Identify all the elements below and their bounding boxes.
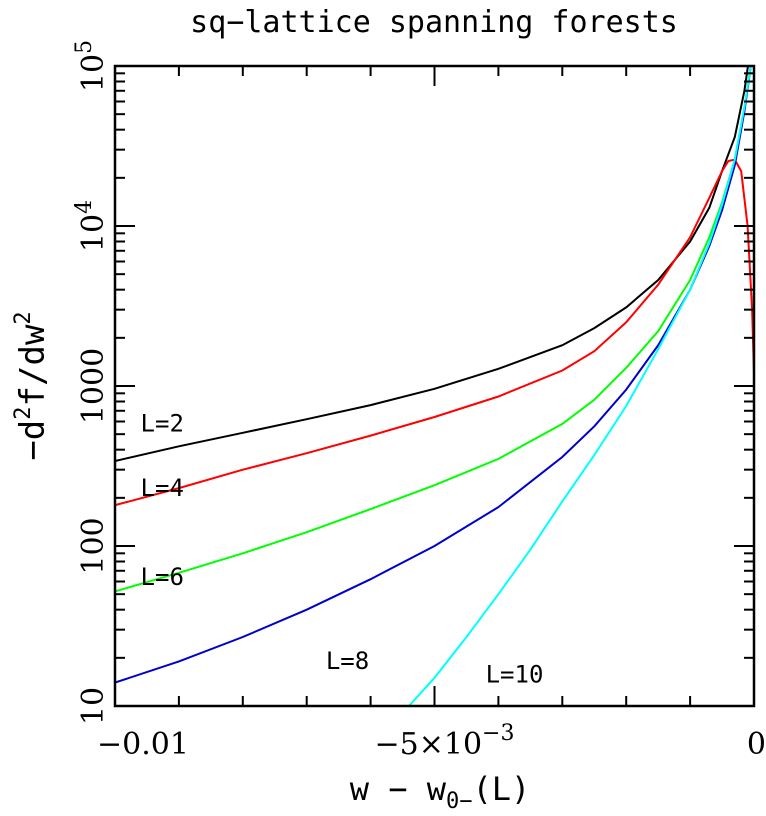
y-tick-label: 1000 [76,348,111,424]
y-tick-label: 100 [76,517,111,574]
series-label: L=6 [141,563,184,591]
series-line-l-2 [115,66,749,462]
series-line-l-4 [115,158,754,507]
series-line-l-10 [408,66,752,706]
series-line-l-6 [115,66,752,593]
x-tick-label: −0.01 [97,727,189,762]
x-tick-label: −5×10−3 [375,721,515,762]
chart-title: sq−lattice spanning forests [190,5,678,40]
y-axis-label: −d2f/dw2 [11,311,53,460]
x-tick-label: 0 [747,727,766,762]
y-tick-label: 10 [76,687,111,725]
series-line-l-8 [115,66,752,684]
series-label: L=2 [141,409,184,437]
series-label: L=4 [141,474,184,502]
series-label: L=8 [326,647,369,675]
series-label: L=10 [486,661,544,689]
y-tick-label: 105 [72,40,111,92]
y-tick-label: 104 [72,200,111,252]
x-axis-label: w − w0−(L) [350,770,531,814]
plot-frame [113,64,756,708]
